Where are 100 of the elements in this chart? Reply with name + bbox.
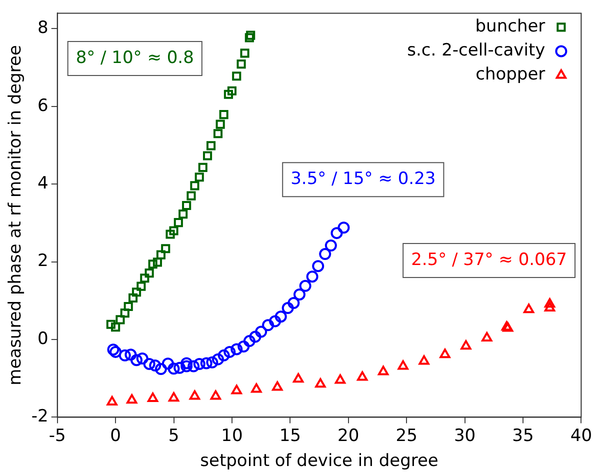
y-tick-label: 6 bbox=[38, 96, 48, 116]
point bbox=[144, 268, 154, 278]
point bbox=[306, 270, 318, 283]
point bbox=[126, 394, 138, 404]
point bbox=[111, 322, 120, 332]
point bbox=[274, 310, 287, 323]
point bbox=[288, 296, 300, 309]
point bbox=[232, 72, 242, 81]
x-tick-label: 15 bbox=[279, 426, 301, 446]
point bbox=[299, 280, 312, 292]
point bbox=[255, 326, 268, 338]
point bbox=[200, 357, 212, 370]
x-tick-label: -5 bbox=[48, 426, 66, 446]
point bbox=[180, 360, 193, 372]
annotation: 8° / 10° ≈ 0.8 bbox=[76, 48, 194, 68]
point bbox=[148, 260, 158, 269]
point bbox=[136, 282, 146, 291]
y-tick-label: 0 bbox=[38, 328, 48, 349]
point bbox=[378, 366, 389, 376]
point bbox=[174, 218, 183, 228]
x-tick-label: 20 bbox=[338, 426, 360, 446]
point bbox=[128, 293, 138, 302]
point bbox=[246, 30, 256, 40]
x-tick-label: 40 bbox=[570, 426, 592, 446]
point bbox=[107, 344, 120, 356]
point bbox=[174, 362, 186, 374]
point bbox=[218, 349, 230, 362]
point bbox=[338, 222, 350, 234]
point bbox=[152, 258, 162, 267]
point bbox=[189, 390, 200, 400]
point bbox=[132, 288, 142, 297]
x-tick-label: 10 bbox=[221, 426, 243, 446]
point bbox=[110, 346, 122, 358]
point bbox=[120, 308, 130, 318]
point bbox=[249, 330, 262, 343]
point bbox=[292, 373, 304, 383]
point bbox=[161, 244, 170, 254]
legend-label: buncher bbox=[475, 16, 546, 37]
legend-label: s.c. 2-cell-cavity bbox=[407, 40, 546, 61]
point bbox=[156, 250, 166, 260]
point bbox=[198, 162, 208, 172]
point bbox=[212, 353, 224, 366]
point bbox=[162, 358, 174, 370]
point bbox=[319, 248, 332, 260]
point bbox=[272, 381, 283, 391]
point bbox=[186, 191, 196, 200]
point bbox=[178, 210, 188, 219]
x-tick-label: 25 bbox=[396, 426, 418, 446]
point bbox=[240, 48, 250, 58]
point bbox=[210, 390, 221, 400]
point bbox=[116, 315, 125, 324]
point bbox=[143, 358, 156, 370]
point bbox=[315, 378, 326, 388]
point bbox=[544, 298, 556, 308]
point bbox=[243, 335, 256, 348]
point bbox=[182, 200, 192, 210]
point bbox=[194, 172, 204, 182]
point bbox=[190, 181, 200, 190]
x-tick-label: 35 bbox=[512, 426, 534, 446]
point bbox=[238, 340, 250, 352]
point bbox=[140, 274, 150, 283]
point bbox=[168, 392, 180, 402]
point bbox=[118, 349, 131, 362]
point bbox=[219, 110, 228, 120]
point bbox=[188, 360, 200, 372]
y-tick-label: 4 bbox=[38, 174, 48, 194]
point bbox=[398, 360, 408, 370]
x-tick-label: 30 bbox=[454, 426, 476, 446]
point bbox=[130, 354, 143, 366]
point bbox=[224, 346, 236, 358]
point bbox=[236, 60, 246, 69]
point bbox=[460, 340, 472, 350]
point bbox=[544, 302, 556, 312]
point bbox=[523, 304, 534, 314]
x-axis-title: setpoint of device in degree bbox=[200, 451, 438, 472]
point bbox=[262, 319, 274, 332]
point bbox=[231, 384, 242, 394]
point bbox=[251, 383, 262, 393]
point bbox=[330, 227, 343, 240]
point bbox=[106, 320, 116, 329]
point bbox=[206, 141, 216, 150]
point bbox=[168, 362, 180, 375]
x-tick-label: 0 bbox=[110, 426, 121, 446]
point bbox=[440, 348, 450, 358]
x-tick-label: 5 bbox=[168, 426, 180, 446]
legend-label: chopper bbox=[476, 64, 546, 85]
point bbox=[269, 315, 282, 328]
y-tick-label: 8 bbox=[38, 18, 48, 38]
point bbox=[149, 360, 162, 372]
point bbox=[206, 356, 218, 368]
point bbox=[154, 363, 167, 376]
point bbox=[124, 348, 137, 361]
point bbox=[106, 396, 118, 406]
point bbox=[227, 86, 236, 96]
point bbox=[202, 151, 212, 160]
point bbox=[230, 343, 243, 356]
point bbox=[357, 371, 368, 381]
y-tick-label: -2 bbox=[31, 406, 48, 427]
point bbox=[213, 129, 223, 138]
point bbox=[136, 352, 148, 365]
